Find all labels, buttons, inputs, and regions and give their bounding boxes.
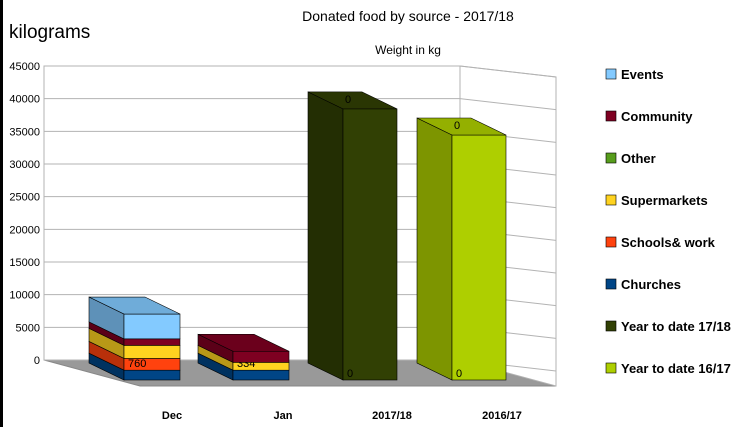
side-gridline-40000 bbox=[459, 98, 557, 111]
kilograms-label: kilograms bbox=[9, 22, 90, 43]
x-category-2016-17: 2016/17 bbox=[482, 410, 522, 422]
data-label-dec-schools-work: 760 bbox=[128, 358, 146, 370]
y-tick-label-40000: 40000 bbox=[9, 94, 40, 106]
chart-subtitle: Weight in kg bbox=[375, 43, 441, 57]
bar-jan-community bbox=[197, 333, 290, 363]
legend-item-year-to-date-17-18: Year to date 17/18 bbox=[605, 319, 731, 334]
legend-label-year-to-date-16-17: Year to date 16/17 bbox=[621, 361, 731, 376]
y-tick-label-25000: 25000 bbox=[9, 192, 40, 204]
y-tick-label-0: 0 bbox=[34, 355, 40, 367]
legend-label-events: Events bbox=[621, 67, 664, 82]
legend-swatch-churches bbox=[605, 278, 617, 290]
data-label-2017-18-year-to-date-17-18: 0 bbox=[347, 368, 353, 380]
legend-swatch-schools-work bbox=[605, 236, 617, 248]
bar-jan-churches bbox=[197, 352, 290, 381]
legend-label-community: Community bbox=[621, 109, 693, 124]
legend-swatch-year-to-date-17-18 bbox=[605, 320, 617, 332]
y-tick-label-15000: 15000 bbox=[9, 257, 40, 269]
legend-swatch-events bbox=[605, 68, 617, 80]
legend-item-schools-work: Schools& work bbox=[605, 235, 716, 250]
side-gridline-45000 bbox=[459, 65, 557, 78]
legend-item-supermarkets: Supermarkets bbox=[605, 193, 708, 208]
legend-label-supermarkets: Supermarkets bbox=[621, 193, 708, 208]
legend: Events Community Other Supermarkets Schools&… bbox=[605, 67, 731, 376]
legend-item-year-to-date-16-17: Year to date 16/17 bbox=[605, 361, 731, 376]
y-tick-label-35000: 35000 bbox=[9, 126, 40, 138]
legend-label-other: Other bbox=[621, 151, 656, 166]
legend-swatch-supermarkets bbox=[605, 194, 617, 206]
left-border bbox=[0, 0, 3, 427]
legend-swatch-community bbox=[605, 110, 617, 122]
data-label-2016-17-year-to-date-16-17: 0 bbox=[456, 368, 462, 380]
x-category-dec: Dec bbox=[162, 410, 182, 422]
legend-swatch-year-to-date-16-17 bbox=[605, 362, 617, 374]
y-tick-label-20000: 20000 bbox=[9, 224, 40, 236]
legend-label-churches: Churches bbox=[621, 277, 681, 292]
x-axis-categories: Dec Jan 2017/18 2016/17 bbox=[162, 410, 522, 422]
y-tick-label-45000: 45000 bbox=[9, 61, 40, 73]
legend-item-other: Other bbox=[605, 151, 656, 166]
y-tick-label-30000: 30000 bbox=[9, 159, 40, 171]
legend-swatch-other bbox=[605, 152, 617, 164]
legend-item-churches: Churches bbox=[605, 277, 681, 292]
bar-dec-events bbox=[88, 296, 181, 340]
x-category-jan: Jan bbox=[274, 410, 293, 422]
legend-item-community: Community bbox=[605, 109, 693, 124]
legend-label-schools-work: Schools& work bbox=[621, 235, 716, 250]
data-label-2017-18-year-to-date-17-18: 0 bbox=[345, 94, 351, 106]
y-tick-label-5000: 5000 bbox=[16, 322, 40, 334]
bar-2016-17-year-to-date-16-17 bbox=[416, 117, 507, 381]
legend-label-year-to-date-17-18: Year to date 17/18 bbox=[621, 319, 731, 334]
x-category-2017-18: 2017/18 bbox=[372, 410, 412, 422]
bar-2017-18-year-to-date-17-18 bbox=[307, 91, 398, 381]
bar-dec-community bbox=[88, 321, 181, 346]
y-tick-label-10000: 10000 bbox=[9, 290, 40, 302]
chart-title: Donated food by source - 2017/18 bbox=[302, 8, 514, 24]
legend-item-events: Events bbox=[605, 67, 664, 82]
data-label-2016-17-year-to-date-16-17: 0 bbox=[454, 120, 460, 132]
